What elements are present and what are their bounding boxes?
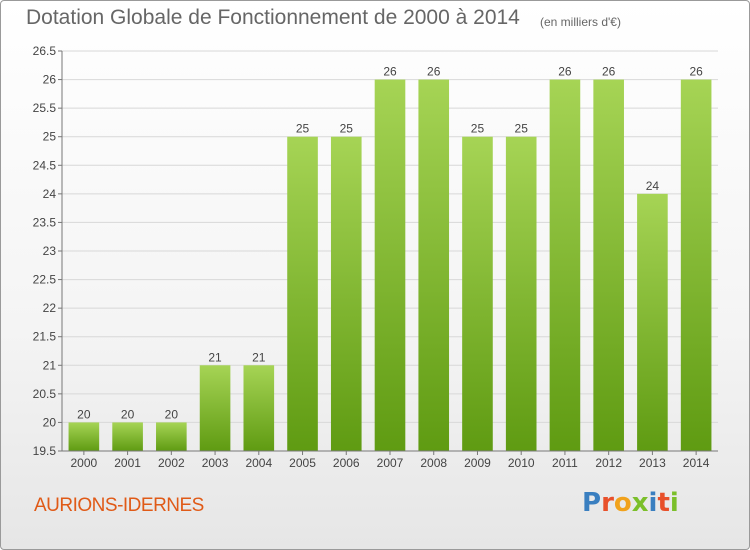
data-label: 20 (77, 407, 91, 421)
commune-name: AURIONS-IDERNES (34, 495, 204, 516)
x-tick-label: 2012 (595, 456, 622, 470)
x-tick-label: 2001 (114, 456, 141, 470)
y-tick-label: 22.5 (33, 273, 57, 287)
x-tick-label: 2000 (71, 456, 98, 470)
logo-letter: r (601, 488, 614, 518)
bar-2001 (112, 422, 143, 451)
data-label: 20 (121, 407, 135, 421)
logo-letter: t (657, 488, 670, 518)
bar-2011 (549, 79, 581, 452)
x-tick-label: 2005 (289, 456, 316, 470)
y-tick-label: 25 (43, 130, 57, 144)
y-tick-label: 19.5 (33, 444, 57, 458)
chart-title: Dotation Globale de Fonctionnement de 20… (26, 6, 520, 29)
y-tick-label: 24.5 (33, 158, 57, 172)
x-tick-label: 2004 (245, 456, 272, 470)
y-tick-label: 26 (43, 73, 57, 87)
bar-2005 (287, 136, 318, 451)
y-tick-label: 21.5 (33, 330, 57, 344)
data-label: 25 (296, 122, 310, 136)
x-tick-label: 2006 (333, 456, 360, 470)
data-label: 25 (471, 122, 485, 136)
x-tick-label: 2007 (377, 456, 404, 470)
y-tick-label: 26.5 (33, 44, 57, 58)
bar-2013 (637, 193, 668, 451)
y-tick-label: 20 (43, 415, 57, 429)
data-label: 26 (427, 65, 441, 79)
bar-2008 (418, 79, 450, 452)
x-tick-label: 2010 (508, 456, 535, 470)
data-label: 21 (252, 350, 266, 364)
logo-letter: P (582, 488, 602, 518)
bar-2014 (680, 79, 712, 452)
axes (58, 50, 718, 455)
y-tick-label: 20.5 (33, 387, 57, 401)
data-label: 25 (515, 122, 529, 136)
bar-2012 (593, 79, 624, 452)
proxiti-logo: Proxiti (582, 488, 679, 518)
bars (68, 79, 712, 452)
bar-2004 (243, 365, 275, 451)
y-tick-label: 23 (43, 244, 57, 258)
y-tick-label: 21 (43, 358, 57, 372)
labels: 19.5 20 20.5 21 21.5 22 22.5 23 23.5 24 24.5 25 25.5… (33, 44, 710, 470)
y-tick-label: 25.5 (33, 101, 57, 115)
x-tick-label: 2009 (464, 456, 491, 470)
data-label: 24 (646, 179, 660, 193)
bar-2010 (505, 136, 537, 451)
x-tick-label: 2013 (639, 456, 666, 470)
data-label: 26 (602, 65, 616, 79)
x-tick-label: 2002 (158, 456, 185, 470)
y-tick-label: 23.5 (33, 215, 57, 229)
data-label: 20 (165, 407, 179, 421)
bar-2007 (374, 79, 406, 452)
unit-note: (en milliers d'€) (540, 15, 621, 29)
data-label: 26 (689, 65, 703, 79)
logo-letter: i (648, 488, 658, 518)
data-label: 26 (558, 65, 572, 79)
bar-2002 (156, 422, 187, 451)
data-label: 25 (340, 122, 354, 136)
y-tick-label: 24 (43, 187, 57, 201)
x-tick-label: 2008 (420, 456, 447, 470)
x-tick-label: 2014 (683, 456, 710, 470)
logo-letter: x (631, 488, 649, 518)
logo-letter: o (613, 488, 632, 518)
bar-2009 (462, 136, 493, 451)
y-tick-label: 22 (43, 301, 57, 315)
bar-2000 (68, 422, 100, 451)
logo-letter: i (669, 488, 679, 518)
bar-2003 (199, 365, 231, 451)
x-tick-label: 2003 (202, 456, 229, 470)
data-label: 21 (208, 350, 222, 364)
bar-2006 (330, 136, 362, 451)
x-tick-label: 2011 (552, 456, 578, 470)
data-label: 26 (383, 65, 397, 79)
